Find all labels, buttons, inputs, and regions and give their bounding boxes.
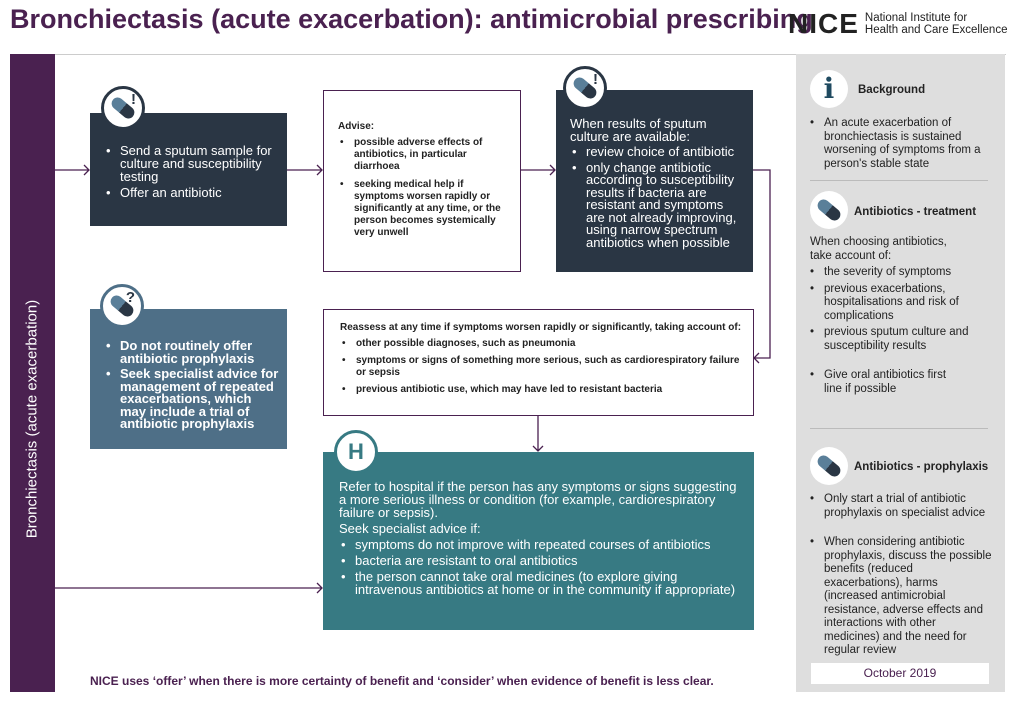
specialist-advice-text: Seek specialist advice if:: [339, 521, 481, 536]
arrow-to-advise: [287, 164, 323, 176]
list-item: symptoms or signs of something more seri…: [340, 355, 743, 379]
list-item: previous exacerbations, hospitalisations…: [808, 283, 988, 324]
advise-heading: Advise:: [338, 121, 375, 132]
sputum-box: Send a sputum sample for culture and sus…: [90, 113, 287, 226]
info-icon: i: [810, 70, 848, 108]
info-panel: i Background An acute exacerbation of br…: [796, 54, 1005, 692]
reassess-heading: Reassess at any time if symptoms worsen …: [340, 322, 742, 333]
pill-alert-icon: !: [101, 86, 145, 130]
pill-question-icon: ?: [100, 284, 144, 328]
list-item: review choice of antibiotic: [570, 145, 743, 159]
logo-line1: National Institute for: [864, 12, 968, 24]
list-item: the person cannot take oral medicines (t…: [339, 570, 742, 596]
pill-icon: [810, 191, 848, 229]
list-item: Only start a trial of antibiotic prophyl…: [808, 493, 993, 520]
advise-box: Advise: possible adverse effects of anti…: [323, 90, 521, 272]
divider: [810, 428, 988, 429]
background-heading: Background: [858, 84, 926, 96]
list-item: Do not routinely offer antibiotic prophy…: [104, 339, 279, 365]
list-item: the severity of symptoms: [808, 266, 988, 280]
treatment-heading: Antibiotics - treatment: [854, 206, 977, 218]
results-heading: When results of sputum culture are avail…: [570, 116, 707, 144]
refer-box: Refer to hospital if the person has any …: [323, 452, 754, 630]
arrow-to-refer-side: [55, 582, 323, 594]
list-item: previous sputum culture and susceptibili…: [808, 326, 988, 353]
footer-note: NICE uses ‘offer’ when there is more cer…: [90, 674, 714, 688]
arrow-to-results: [520, 164, 556, 176]
list-item: other possible diagnoses, such as pneumo…: [340, 338, 743, 350]
hospital-icon: H: [334, 430, 378, 474]
logo-line2: Health and Care Excellence: [864, 24, 1008, 36]
list-item: possible adverse effects of antibiotics,…: [338, 137, 510, 173]
list-item: Offer an antibiotic: [104, 186, 277, 199]
refer-text: Refer to hospital if the person has any …: [339, 479, 737, 520]
condition-sidebar: Bronchiectasis (acute exacerbation): [10, 54, 55, 692]
treatment-intro: When choosing antibiotics, take account …: [810, 236, 947, 262]
publication-date: October 2019: [811, 663, 989, 684]
list-item: symptoms do not improve with repeated co…: [339, 538, 742, 551]
pill-icon: [810, 447, 848, 485]
list-item: bacteria are resistant to oral antibioti…: [339, 554, 742, 567]
prophylaxis-heading: Antibiotics - prophylaxis: [854, 461, 989, 473]
reassess-box: Reassess at any time if symptoms worsen …: [323, 309, 754, 416]
arrow-to-sputum: [55, 164, 90, 176]
list-item: seeking medical help if symptoms worsen …: [338, 179, 510, 239]
divider: [810, 180, 988, 181]
list-item: Send a sputum sample for culture and sus…: [104, 144, 277, 183]
nice-logo: NICE National Institute for Health and Ca…: [788, 8, 1007, 40]
frame: [10, 54, 1006, 694]
list-item: Give oral antibiotics first line if poss…: [808, 369, 948, 396]
list-item: Seek specialist advice for management of…: [104, 367, 279, 431]
list-item: An acute exacerbation of bronchiectasis …: [808, 117, 993, 171]
logo-name: NICE: [788, 8, 859, 39]
page-title: Bronchiectasis (acute exacerbation): ant…: [10, 4, 813, 34]
list-item: When considering antibiotic prophylaxis,…: [808, 536, 993, 658]
list-item: previous antibiotic use, which may have …: [340, 384, 743, 396]
pill-alert-icon: !: [563, 66, 607, 110]
arrow-to-reassess: [753, 169, 771, 364]
prophylaxis-box: Do not routinely offer antibiotic prophy…: [90, 309, 287, 449]
list-item: only change antibiotic according to susc…: [570, 161, 743, 250]
results-box: When results of sputum culture are avail…: [556, 90, 753, 272]
arrow-to-refer: [532, 415, 544, 452]
